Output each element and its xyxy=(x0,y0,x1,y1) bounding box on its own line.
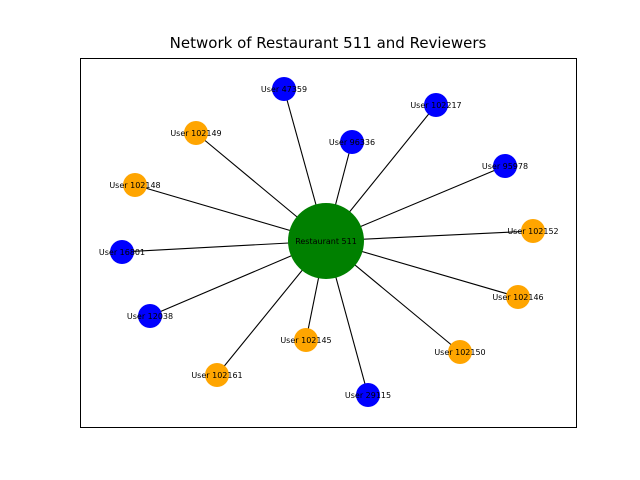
user-node-user-12038 xyxy=(138,304,162,328)
user-node-user-29115 xyxy=(356,383,380,407)
user-node-user-102145 xyxy=(294,328,318,352)
user-label-user-47359: User 47359 xyxy=(261,85,307,94)
restaurant-node xyxy=(288,203,364,279)
diagram-title: Network of Restaurant 511 and Reviewers xyxy=(169,34,487,52)
user-label-user-29115: User 29115 xyxy=(345,391,391,400)
nodes-group: Restaurant 511 User 47359 User 102149 User … xyxy=(99,77,559,407)
user-label-user-95978: User 95978 xyxy=(482,162,528,171)
user-label-user-102146: User 102146 xyxy=(492,293,543,302)
user-label-user-102145: User 102145 xyxy=(280,336,331,345)
user-label-user-16801: User 16801 xyxy=(99,248,145,257)
plot-frame xyxy=(80,58,577,428)
user-label-user-102161: User 102161 xyxy=(191,371,242,380)
user-label-user-102217: User 102217 xyxy=(410,101,461,110)
user-label-user-102149: User 102149 xyxy=(170,129,221,138)
user-node-user-102150 xyxy=(448,340,472,364)
user-label-user-96336: User 96336 xyxy=(329,138,375,147)
user-node-user-102146 xyxy=(506,285,530,309)
restaurant-label: Restaurant 511 xyxy=(295,237,357,246)
user-node-user-102217 xyxy=(424,93,448,117)
user-node-user-95978 xyxy=(493,154,517,178)
user-node-user-102152 xyxy=(521,219,545,243)
user-label-user-102150: User 102150 xyxy=(434,348,485,357)
user-node-user-47359 xyxy=(272,77,296,101)
user-label-user-12038: User 12038 xyxy=(127,312,173,321)
user-node-user-102161 xyxy=(205,363,229,387)
user-node-user-102148 xyxy=(123,173,147,197)
user-label-user-102148: User 102148 xyxy=(109,181,160,190)
user-label-user-102152: User 102152 xyxy=(507,227,558,236)
user-node-user-102149 xyxy=(184,121,208,145)
user-node-user-16801 xyxy=(110,240,134,264)
user-node-user-96336 xyxy=(340,130,364,154)
